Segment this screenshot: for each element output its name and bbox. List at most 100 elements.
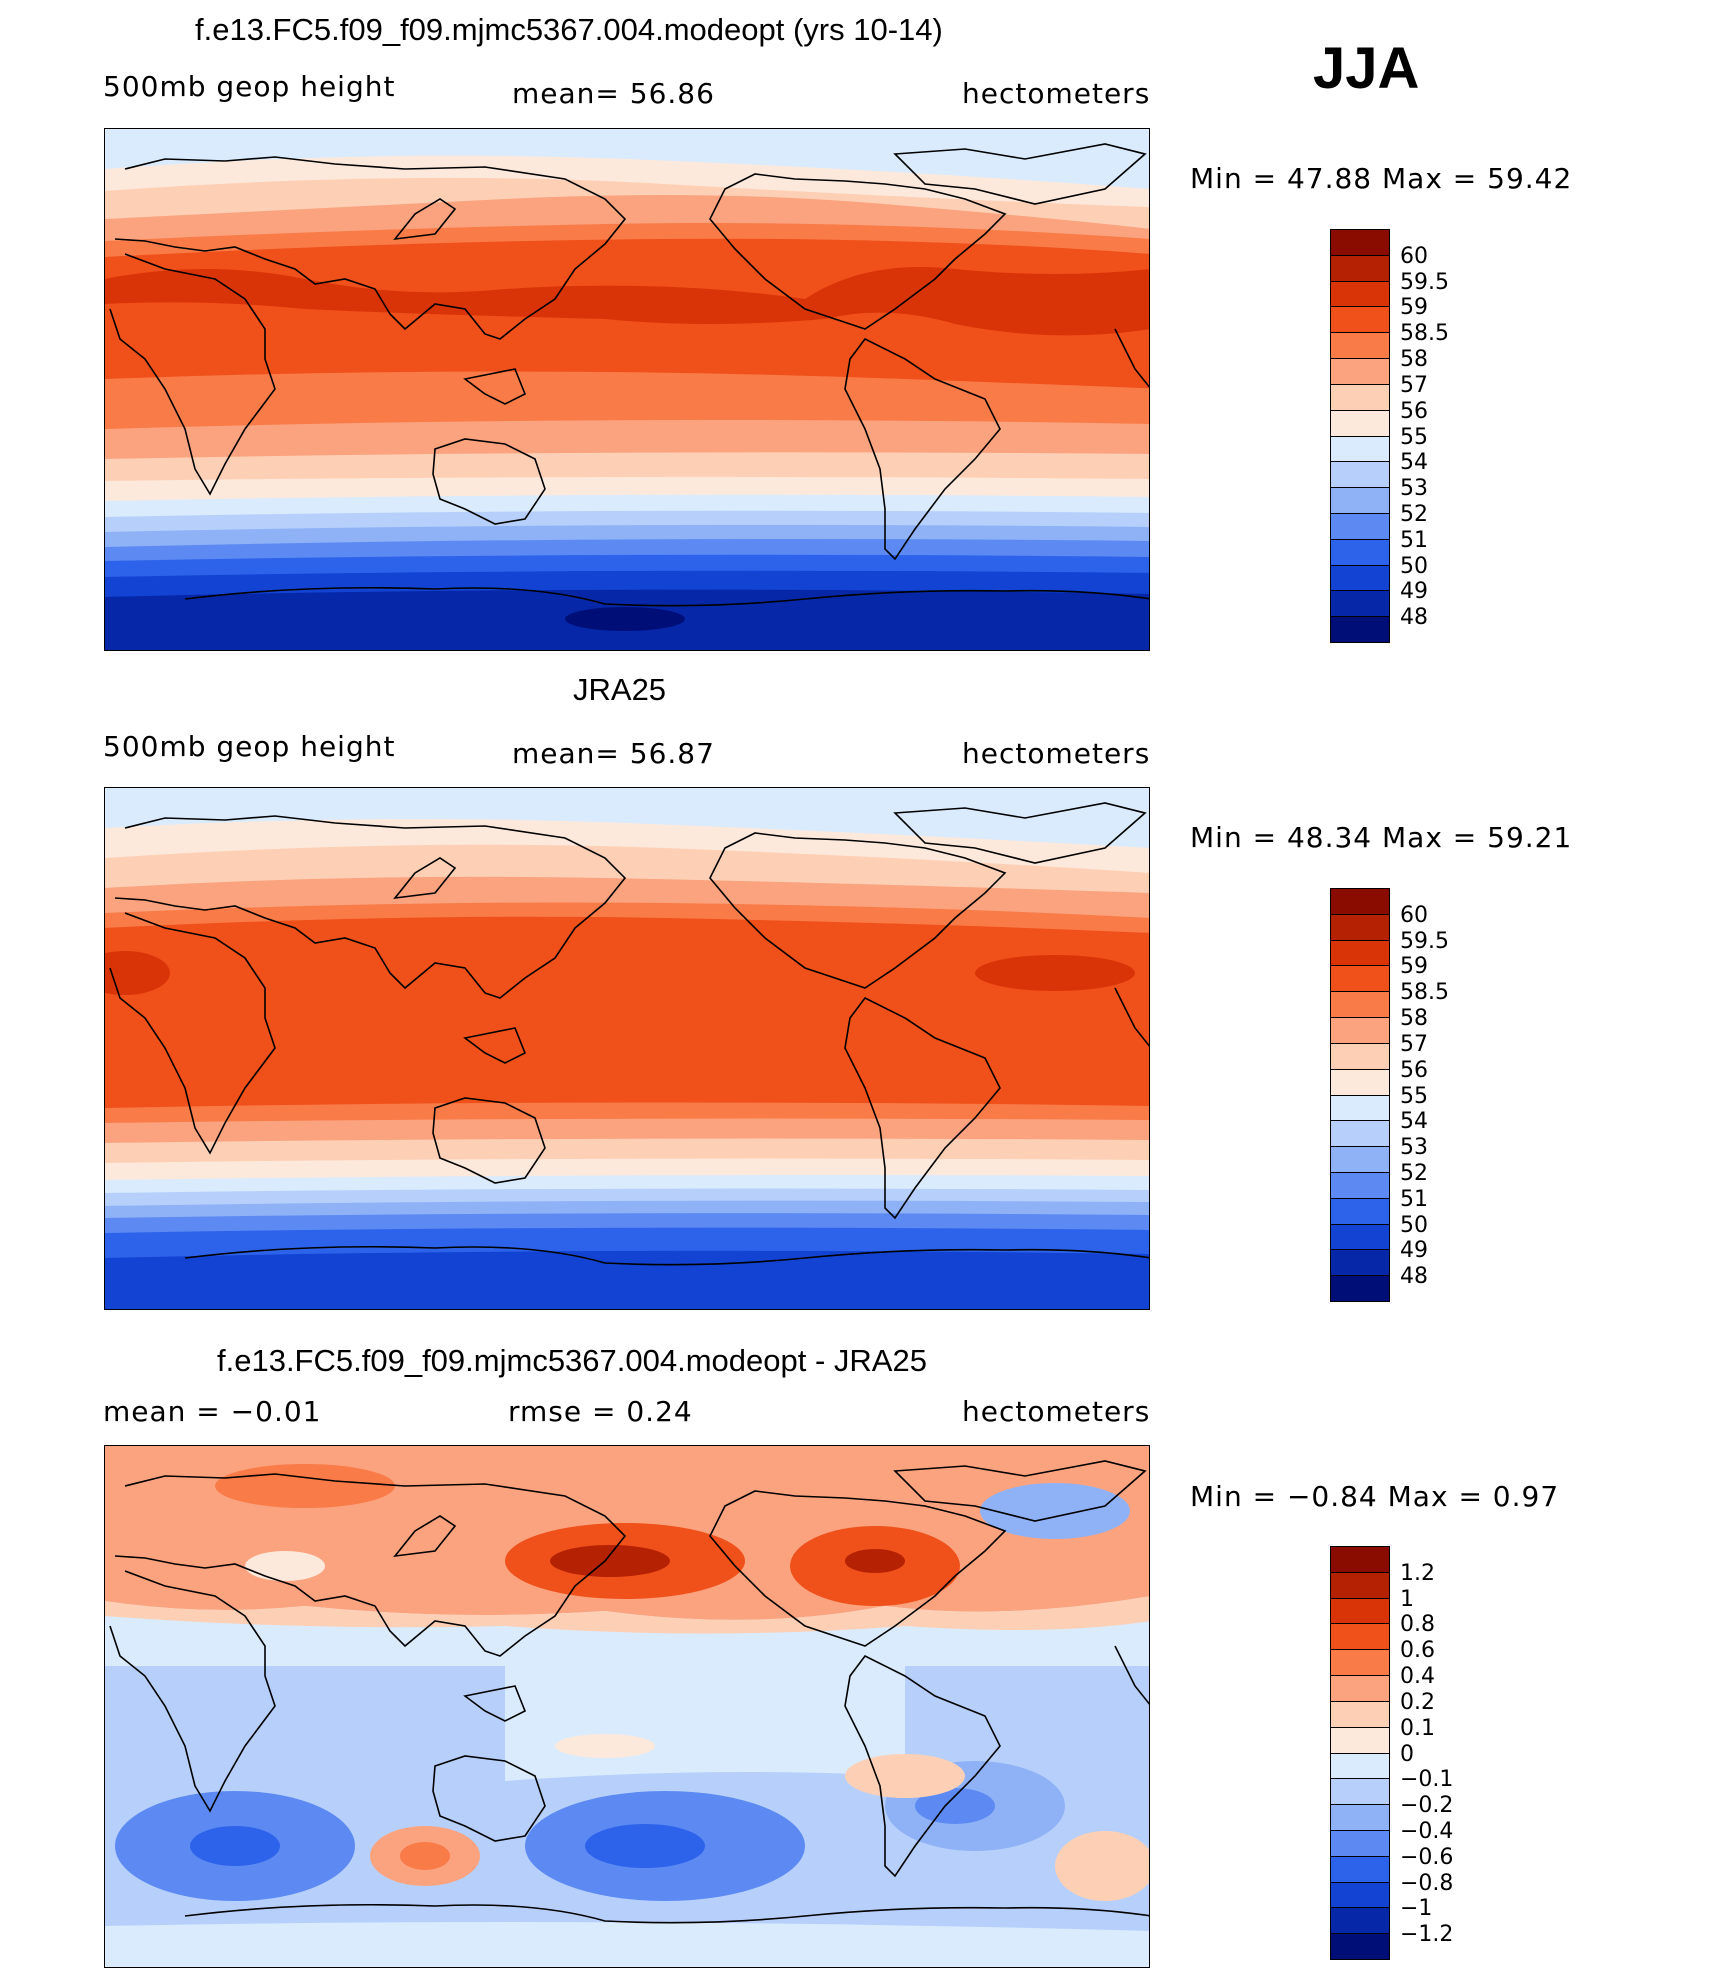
colorbar-segment bbox=[1330, 538, 1390, 566]
panel3-map bbox=[104, 1445, 1150, 1968]
colorbar-label: 54 bbox=[1400, 450, 1428, 476]
colorbar-label: −0.8 bbox=[1400, 1870, 1454, 1896]
colorbar-segment bbox=[1330, 1223, 1390, 1251]
colorbar-label: 55 bbox=[1400, 1083, 1428, 1109]
panel2-units-label: hectometers bbox=[962, 737, 1151, 770]
colorbar-label: −0.4 bbox=[1400, 1818, 1454, 1844]
colorbar-label: −1 bbox=[1400, 1896, 1433, 1922]
colorbar-segment bbox=[1330, 590, 1390, 618]
colorbar-label: 50 bbox=[1400, 1212, 1428, 1238]
colorbar-label: 0.6 bbox=[1400, 1638, 1435, 1664]
colorbar-label: −0.6 bbox=[1400, 1844, 1454, 1870]
colorbar-segment bbox=[1330, 1675, 1390, 1702]
colorbar-label: 58 bbox=[1400, 347, 1428, 373]
panel1-map bbox=[104, 128, 1150, 651]
colorbar-segment bbox=[1330, 1597, 1390, 1625]
colorbar-segment bbox=[1330, 1249, 1390, 1277]
colorbar-segment bbox=[1330, 1042, 1390, 1070]
colorbar-label: 1 bbox=[1400, 1586, 1414, 1612]
colorbar-label: 53 bbox=[1400, 476, 1428, 502]
colorbar-segment bbox=[1330, 1017, 1390, 1044]
colorbar-label: 58 bbox=[1400, 1006, 1428, 1032]
colorbar-segment bbox=[1330, 1855, 1390, 1883]
colorbar-segment bbox=[1330, 1804, 1390, 1831]
colorbar-segment bbox=[1330, 306, 1390, 334]
panel1-mean-label: mean= 56.86 bbox=[512, 77, 715, 110]
colorbar-segment bbox=[1330, 487, 1390, 514]
colorbar-segment bbox=[1330, 564, 1390, 592]
colorbar-segment bbox=[1330, 512, 1390, 540]
colorbar-label: 53 bbox=[1400, 1135, 1428, 1161]
colorbar-segment bbox=[1330, 435, 1390, 463]
colorbar-segment bbox=[1330, 1094, 1390, 1122]
colorbar-label: 59 bbox=[1400, 954, 1428, 980]
panel3-mean-label: mean = −0.01 bbox=[103, 1395, 322, 1428]
colorbar-segment bbox=[1330, 1752, 1390, 1780]
panel3-rmse-label: rmse = 0.24 bbox=[508, 1395, 693, 1428]
colorbar-label: 54 bbox=[1400, 1109, 1428, 1135]
colorbar-segment bbox=[1330, 229, 1390, 256]
colorbar-segment bbox=[1330, 913, 1390, 941]
colorbar-segment bbox=[1330, 1700, 1390, 1728]
colorbar-label: 52 bbox=[1400, 1160, 1428, 1186]
colorbar-label: 50 bbox=[1400, 553, 1428, 579]
colorbar-segment bbox=[1330, 1623, 1390, 1651]
panel3-units-label: hectometers bbox=[962, 1395, 1151, 1428]
colorbar-label: 0.1 bbox=[1400, 1715, 1435, 1741]
colorbar-label: 59.5 bbox=[1400, 269, 1449, 295]
panel2-map bbox=[104, 787, 1150, 1310]
colorbar-segment bbox=[1330, 383, 1390, 411]
panel2-mean-label: mean= 56.87 bbox=[512, 737, 715, 770]
colorbar-segment bbox=[1330, 1933, 1390, 1960]
colorbar-segment bbox=[1330, 1546, 1390, 1573]
colorbar-label: 49 bbox=[1400, 579, 1428, 605]
colorbar-segment bbox=[1330, 1120, 1390, 1148]
panel2-variable-label: 500mb geop height bbox=[103, 730, 396, 763]
season-label: JJA bbox=[1313, 36, 1420, 101]
colorbar-segment bbox=[1330, 280, 1390, 308]
colorbar-segment bbox=[1330, 1146, 1390, 1173]
colorbar-segment bbox=[1330, 1068, 1390, 1096]
colorbar-segment bbox=[1330, 939, 1390, 967]
colorbar-label: 57 bbox=[1400, 372, 1428, 398]
colorbar-segment bbox=[1330, 1649, 1390, 1677]
colorbar-segment bbox=[1330, 409, 1390, 437]
colorbar-segment bbox=[1330, 332, 1390, 360]
panel1-colorbar bbox=[1330, 229, 1390, 643]
colorbar-label: 49 bbox=[1400, 1238, 1428, 1264]
colorbar-label: 48 bbox=[1400, 605, 1428, 631]
colorbar-label: 1.2 bbox=[1400, 1560, 1435, 1586]
colorbar-label: 56 bbox=[1400, 1057, 1428, 1083]
colorbar-segment bbox=[1330, 1197, 1390, 1225]
panel3-title: f.e13.FC5.f09_f09.mjmc5367.004.modeopt -… bbox=[217, 1343, 927, 1378]
colorbar-segment bbox=[1330, 1829, 1390, 1857]
colorbar-segment bbox=[1330, 965, 1390, 993]
panel1-minmax: Min = 47.88 Max = 59.42 bbox=[1190, 162, 1573, 195]
colorbar-label: −0.2 bbox=[1400, 1793, 1454, 1819]
colorbar-label: −0.1 bbox=[1400, 1767, 1454, 1793]
colorbar-segment bbox=[1330, 1778, 1390, 1806]
colorbar-segment bbox=[1330, 1907, 1390, 1935]
panel1-title: f.e13.FC5.f09_f09.mjmc5367.004.modeopt (… bbox=[195, 12, 943, 47]
colorbar-label: 51 bbox=[1400, 527, 1428, 553]
colorbar-label: 57 bbox=[1400, 1031, 1428, 1057]
colorbar-label: −1.2 bbox=[1400, 1922, 1454, 1948]
panel3-colorbar bbox=[1330, 1546, 1390, 1960]
colorbar-segment bbox=[1330, 1726, 1390, 1754]
colorbar-label: 60 bbox=[1400, 243, 1428, 269]
panel2-minmax: Min = 48.34 Max = 59.21 bbox=[1190, 821, 1573, 854]
colorbar-label: 0.2 bbox=[1400, 1689, 1435, 1715]
colorbar-segment bbox=[1330, 254, 1390, 282]
colorbar-label: 55 bbox=[1400, 424, 1428, 450]
colorbar-segment bbox=[1330, 1171, 1390, 1199]
colorbar-label: 0.4 bbox=[1400, 1664, 1435, 1690]
colorbar-segment bbox=[1330, 888, 1390, 915]
panel2-title: JRA25 bbox=[573, 672, 667, 707]
colorbar-label: 59 bbox=[1400, 295, 1428, 321]
colorbar-label: 0.8 bbox=[1400, 1612, 1435, 1638]
colorbar-label: 60 bbox=[1400, 902, 1428, 928]
colorbar-segment bbox=[1330, 616, 1390, 643]
colorbar-segment bbox=[1330, 991, 1390, 1019]
colorbar-label: 59.5 bbox=[1400, 928, 1449, 954]
colorbar-label: 58.5 bbox=[1400, 321, 1449, 347]
